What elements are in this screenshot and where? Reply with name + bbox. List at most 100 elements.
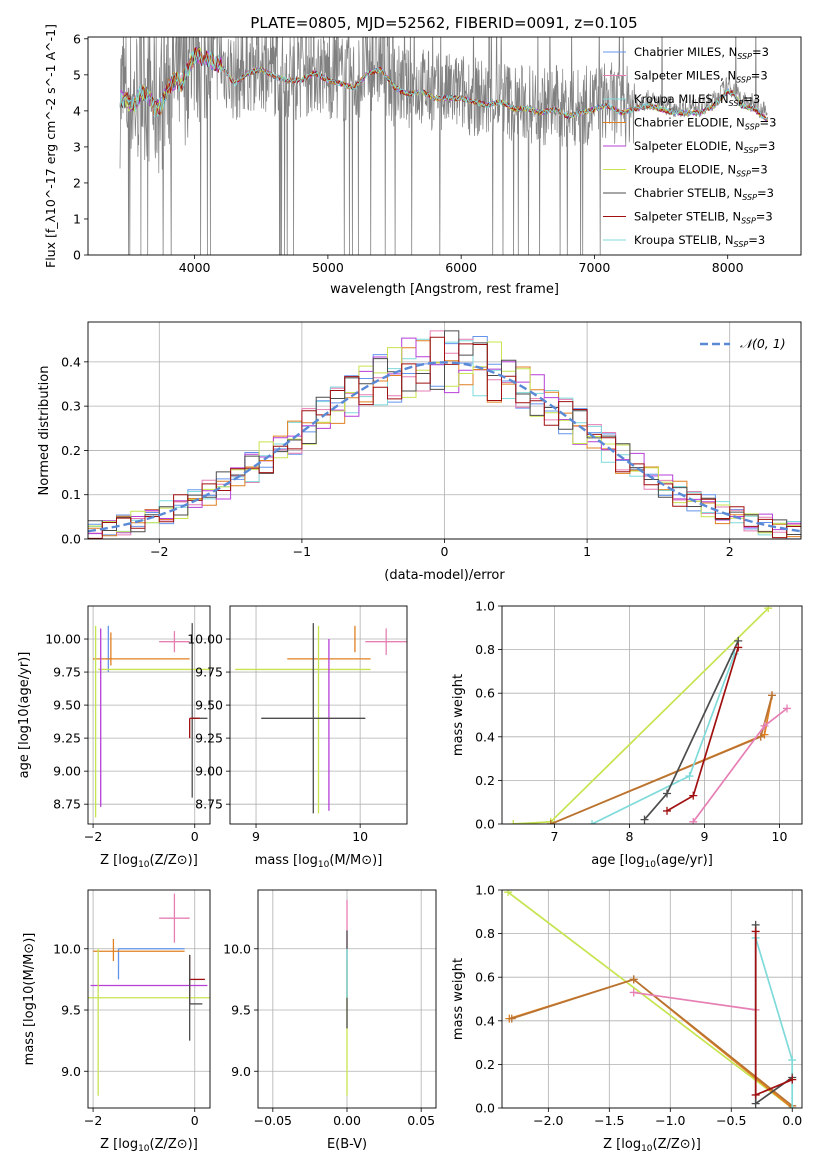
mass-vs-Z-ytick-label: 9.0 bbox=[61, 1064, 81, 1079]
residuals-ytick-label: 0.3 bbox=[61, 399, 81, 414]
figure-title: PLATE=0805, MJD=52562, FIBERID=0091, z=0… bbox=[250, 14, 637, 32]
mass-weight-vs-Z-xtick-label: −2.0 bbox=[533, 1113, 563, 1128]
mass-weight-vs-age-xlabel: age [log10(age/yr)] bbox=[591, 853, 713, 870]
mass-weight-vs-Z-series bbox=[505, 975, 797, 1108]
residuals-frame bbox=[87, 321, 802, 540]
mass-vs-Z-xtick-label: 0 bbox=[191, 1113, 199, 1128]
mass-weight-vs-age-ytick-label: 0.0 bbox=[475, 817, 495, 832]
spectrum-axes: 4000 5000 6000 7000 8000 0 1 2 3 4 5 6 bbox=[73, 31, 744, 275]
mass-weight-vs-age-marker bbox=[756, 732, 765, 741]
spectrum-xtick-label: 4000 bbox=[179, 260, 211, 275]
spectrum-legend-label: Kroupa MILES, NSSP=3 bbox=[634, 92, 760, 108]
residuals-xtick-label: −2 bbox=[150, 544, 168, 559]
mass-vs-ebv-xtick-label: 0.05 bbox=[407, 1113, 435, 1128]
mass-weight-vs-age-xtick-label: 7 bbox=[551, 829, 559, 844]
residuals-histogram bbox=[88, 336, 801, 539]
mass-weight-vs-Z-line bbox=[754, 924, 793, 1106]
mass-weight-vs-age-marker bbox=[640, 815, 649, 824]
mass-weight-vs-Z-ytick-label: 0.2 bbox=[475, 1057, 495, 1072]
mass-weight-vs-Z-series bbox=[751, 933, 797, 1108]
residuals-plot-area bbox=[88, 330, 801, 539]
mass-weight-vs-age-ytick-label: 0.8 bbox=[475, 642, 495, 657]
mass-weight-vs-age-line bbox=[513, 607, 769, 824]
mass-weight-vs-Z-xlabel: Z [log10(Z/Z⊙)] bbox=[603, 1137, 701, 1154]
mass-weight-vs-age-ylabel: mass weight bbox=[451, 674, 466, 756]
mass-weight-vs-age-axes: 7 8 9 10 0.0 0.2 0.4 0.6 0.8 1.0 bbox=[475, 599, 802, 844]
mass-weight-vs-age-marker bbox=[588, 820, 596, 824]
mass-weight-vs-age-marker bbox=[760, 721, 769, 730]
mass-weight-vs-age-xtick-label: 10 bbox=[772, 829, 788, 844]
age-vs-mass-ytick-label: 10.00 bbox=[187, 632, 223, 647]
mass-weight-vs-Z-plot-area bbox=[504, 890, 797, 1108]
age-vs-Z-ytick-label: 9.50 bbox=[53, 698, 81, 713]
age-vs-Z-point bbox=[189, 717, 200, 739]
mass-weight-vs-age-ytick-label: 0.2 bbox=[475, 773, 495, 788]
mass-vs-ebv-axes: −0.05 0.00 0.05 9.0 9.5 10.0 bbox=[223, 890, 436, 1128]
spectrum-frame bbox=[87, 36, 802, 256]
mass-weight-vs-age-series bbox=[546, 691, 776, 824]
mass-weight-vs-age-ytick-label: 0.4 bbox=[475, 729, 495, 744]
residuals-xlabel: (data-model)/error bbox=[384, 568, 505, 583]
mass-weight-vs-age-xtick-label: 9 bbox=[701, 829, 709, 844]
mass-weight-vs-age-plot-area bbox=[509, 606, 791, 824]
residuals-xtick-label: 2 bbox=[726, 544, 734, 559]
age-vs-mass-ytick-label: 8.75 bbox=[195, 797, 223, 812]
mass-weight-vs-Z-marker bbox=[788, 1075, 797, 1084]
mass-vs-ebv-ytick-label: 10.0 bbox=[223, 941, 251, 956]
mass-weight-vs-Z-marker bbox=[788, 1104, 797, 1108]
age-vs-Z-ytick-label: 8.75 bbox=[53, 797, 81, 812]
age-vs-Z-xlabel: Z [log10(Z/Z⊙)] bbox=[100, 853, 198, 870]
residuals-legend: 𝒩(0, 1) bbox=[700, 336, 786, 351]
mass-vs-ebv-xtick-label: −0.05 bbox=[254, 1113, 292, 1128]
mass-weight-vs-Z-marker bbox=[504, 890, 513, 897]
spectrum-ytick-label: 1 bbox=[73, 211, 81, 226]
spectrum-legend-label: Chabrier ELODIE, NSSP=3 bbox=[634, 116, 776, 132]
mass-vs-Z-ytick-label: 10.0 bbox=[53, 941, 81, 956]
mass-weight-vs-Z-ytick-label: 0.4 bbox=[475, 1013, 495, 1028]
spectrum-legend-label: Kroupa ELODIE, NSSP=3 bbox=[634, 163, 768, 179]
mass-vs-ebv-xtick-label: 0.00 bbox=[333, 1113, 361, 1128]
spectrum-legend-label: Salpeter STELIB, NSSP=3 bbox=[634, 210, 773, 226]
spectrum-model-line bbox=[119, 50, 768, 120]
age-vs-mass-ytick-label: 9.25 bbox=[195, 731, 223, 746]
spectrum-plot-area bbox=[119, 37, 769, 255]
spectrum-legend-label: Chabrier MILES, NSSP=3 bbox=[634, 45, 769, 61]
mass-vs-ebv-ytick-label: 9.0 bbox=[231, 1064, 251, 1079]
age-vs-mass-xtick-label: 10 bbox=[352, 829, 368, 844]
age-vs-Z-xtick-label: −2 bbox=[84, 829, 102, 844]
mass-weight-vs-age-marker bbox=[783, 704, 791, 713]
age-vs-Z-ytick-label: 9.00 bbox=[53, 764, 81, 779]
spectrum-legend-label: Salpeter MILES, NSSP=3 bbox=[634, 69, 768, 85]
age-vs-mass-ytick-label: 9.50 bbox=[195, 698, 223, 713]
spectrum-ytick-label: 6 bbox=[73, 31, 81, 46]
age-vs-mass-point bbox=[261, 623, 366, 814]
mass-weight-vs-age-series bbox=[509, 606, 773, 824]
mass-weight-vs-Z-marker bbox=[751, 1090, 760, 1099]
spectrum-legend-label: Salpeter ELODIE, NSSP=3 bbox=[634, 139, 775, 155]
mass-weight-vs-Z-line bbox=[633, 991, 756, 1011]
mass-vs-Z-axes: −2 0 9.0 9.5 10.0 bbox=[53, 890, 210, 1128]
spectrum-xtick-label: 5000 bbox=[312, 260, 344, 275]
age-vs-Z-ytick-label: 9.75 bbox=[53, 665, 81, 680]
spectrum-xlabel: wavelength [Angstrom, rest frame] bbox=[330, 282, 559, 297]
spectrum-legend: Chabrier MILES, NSSP=3 Salpeter MILES, NS… bbox=[603, 45, 776, 249]
mass-vs-Z-xlabel: Z [log10(Z/Z⊙)] bbox=[100, 1137, 198, 1154]
spectrum-ylabel: Flux [f_λ10^-17 erg cm^-2 s^-1 A^-1] bbox=[43, 24, 58, 268]
mass-weight-vs-Z-xtick-label: 0.0 bbox=[782, 1113, 802, 1128]
age-vs-Z-plot-area bbox=[93, 623, 210, 818]
age-vs-mass-ytick-label: 9.00 bbox=[195, 764, 223, 779]
spectrum-xtick-label: 6000 bbox=[445, 260, 477, 275]
mass-weight-vs-Z-ytick-label: 0.8 bbox=[475, 926, 495, 941]
mass-weight-vs-age-marker bbox=[689, 817, 698, 824]
mass-weight-vs-age-marker bbox=[509, 820, 518, 824]
mass-vs-Z-point bbox=[159, 893, 190, 943]
mass-weight-vs-Z-ytick-label: 1.0 bbox=[475, 883, 495, 898]
mass-weight-vs-age-xtick-label: 8 bbox=[626, 829, 634, 844]
mass-weight-vs-Z-marker bbox=[751, 927, 760, 936]
age-vs-mass-xlabel: mass [log10(M/M⊙)] bbox=[255, 853, 383, 870]
age-vs-Z-point bbox=[105, 625, 111, 673]
residuals-xtick-label: −1 bbox=[293, 544, 311, 559]
mass-vs-Z-plot-area bbox=[88, 893, 210, 1096]
mass-vs-ebv-frame bbox=[257, 889, 437, 1109]
